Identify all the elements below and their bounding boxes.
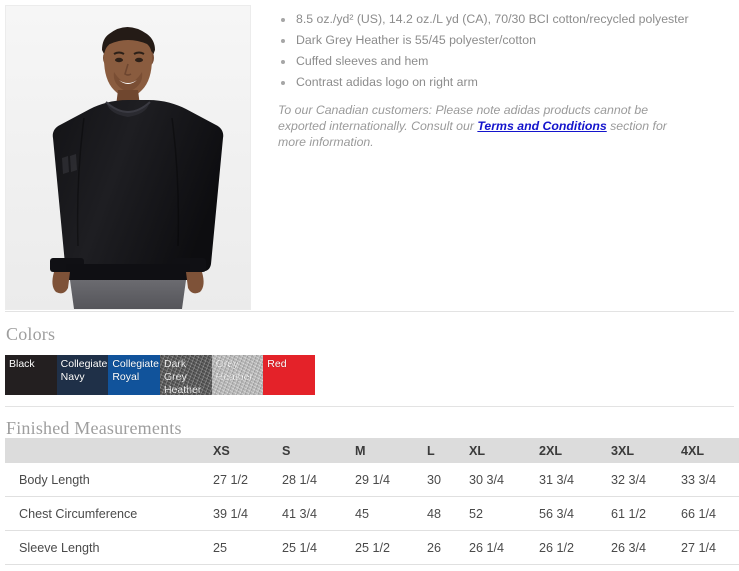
column-header-blank [5, 438, 213, 463]
color-swatch-red[interactable]: Red [263, 355, 315, 395]
table-row: Sleeve Length 25 25 1/4 25 1/2 26 26 1/4… [5, 530, 739, 565]
feature-text: Contrast adidas logo on right arm [296, 75, 478, 89]
swatch-label: Black [9, 358, 35, 370]
cell-xl: 26 1/4 [469, 530, 539, 565]
swatch-label: Grey Heather [215, 358, 253, 383]
cell-l: 48 [427, 496, 469, 531]
bullet-icon [281, 81, 285, 85]
table-row: Body Length 27 1/2 28 1/4 29 1/4 30 30 3… [5, 463, 739, 497]
column-header-m: M [355, 443, 366, 458]
bullet-icon [281, 18, 285, 22]
column-header-xl: XL [469, 443, 486, 458]
cell-m: 29 1/4 [355, 463, 427, 497]
list-item: 8.5 oz./yd² (US), 14.2 oz./L yd (CA), 70… [278, 12, 728, 27]
cell-xs: 39 1/4 [213, 496, 282, 531]
measurements-heading: Finished Measurements [6, 418, 182, 438]
column-header-s: S [282, 443, 291, 458]
product-image[interactable] [5, 5, 251, 310]
feature-text: Dark Grey Heather is 55/45 polyester/cot… [296, 33, 536, 47]
row-label: Body Length [5, 463, 213, 497]
color-swatch-collegiate-royal[interactable]: Collegiate Royal [108, 355, 160, 395]
cell-s: 25 1/4 [282, 530, 355, 565]
column-header-3xl: 3XL [611, 443, 635, 458]
cell-m: 45 [355, 496, 427, 531]
column-header-2xl: 2XL [539, 443, 563, 458]
cell-l: 30 [427, 463, 469, 497]
cell-xl: 30 3/4 [469, 463, 539, 497]
product-photo-graphic [6, 6, 250, 309]
cell-2xl: 31 3/4 [539, 463, 611, 497]
feature-list: 8.5 oz./yd² (US), 14.2 oz./L yd (CA), 70… [278, 12, 728, 90]
list-item: Cuffed sleeves and hem [278, 54, 728, 69]
column-header-4xl: 4XL [681, 443, 705, 458]
note-text-after: section for more information. [278, 119, 667, 149]
colors-heading: Colors [6, 324, 56, 344]
cell-2xl: 56 3/4 [539, 496, 611, 531]
cell-s: 41 3/4 [282, 496, 355, 531]
note-text-before: To our Canadian customers: Please note a… [278, 103, 649, 133]
bullet-icon [281, 60, 285, 64]
divider-measurements [5, 406, 734, 407]
row-label: Sleeve Length [5, 530, 213, 565]
column-header-xs: XS [213, 443, 230, 458]
terms-and-conditions-link[interactable]: Terms and Conditions [477, 119, 607, 133]
cell-xs: 27 1/2 [213, 463, 282, 497]
color-swatch-list: Black Collegiate Navy Collegiate Royal D… [5, 355, 315, 395]
color-swatch-grey-heather[interactable]: Grey Heather [211, 355, 264, 395]
cell-m: 25 1/2 [355, 530, 427, 565]
cell-l: 26 [427, 530, 469, 565]
cell-4xl: 27 1/4 [681, 530, 739, 565]
swatch-label: Dark Grey Heather [163, 358, 202, 395]
table-row: Chest Circumference 39 1/4 41 3/4 45 48 … [5, 496, 739, 531]
table-header-row: XS S M L XL 2XL 3XL 4XL [5, 438, 739, 463]
column-header-l: L [427, 443, 435, 458]
cell-xs: 25 [213, 530, 282, 565]
color-swatch-black[interactable]: Black [5, 355, 57, 395]
color-swatch-collegiate-navy[interactable]: Collegiate Navy [56, 355, 109, 395]
feature-text: 8.5 oz./yd² (US), 14.2 oz./L yd (CA), 70… [296, 12, 689, 26]
swatch-label: Collegiate Royal [112, 358, 160, 383]
table-header: XS S M L XL 2XL 3XL 4XL [5, 438, 739, 463]
table-body: Body Length 27 1/2 28 1/4 29 1/4 30 30 3… [5, 463, 739, 565]
cell-s: 28 1/4 [282, 463, 355, 497]
cell-3xl: 32 3/4 [611, 463, 681, 497]
cell-2xl: 26 1/2 [539, 530, 611, 565]
cell-4xl: 66 1/4 [681, 496, 739, 531]
swatch-label: Red [267, 358, 287, 370]
finished-measurements-table: XS S M L XL 2XL 3XL 4XL Body Length 27 1… [5, 438, 739, 565]
cell-3xl: 61 1/2 [611, 496, 681, 531]
swatch-label: Collegiate Navy [60, 358, 108, 383]
row-label: Chest Circumference [5, 496, 213, 531]
cell-3xl: 26 3/4 [611, 530, 681, 565]
cell-4xl: 33 3/4 [681, 463, 739, 497]
product-features: 8.5 oz./yd² (US), 14.2 oz./L yd (CA), 70… [278, 12, 728, 162]
divider-colors [5, 311, 734, 312]
list-item: Dark Grey Heather is 55/45 polyester/cot… [278, 33, 728, 48]
product-overview-section: 8.5 oz./yd² (US), 14.2 oz./L yd (CA), 70… [5, 5, 728, 310]
feature-text: Cuffed sleeves and hem [296, 54, 429, 68]
cell-xl: 52 [469, 496, 539, 531]
list-item: Contrast adidas logo on right arm [278, 75, 728, 90]
canadian-customers-note: To our Canadian customers: Please note a… [278, 102, 678, 150]
bullet-icon [281, 39, 285, 43]
color-swatch-dark-grey-heather[interactable]: Dark Grey Heather [159, 355, 212, 395]
